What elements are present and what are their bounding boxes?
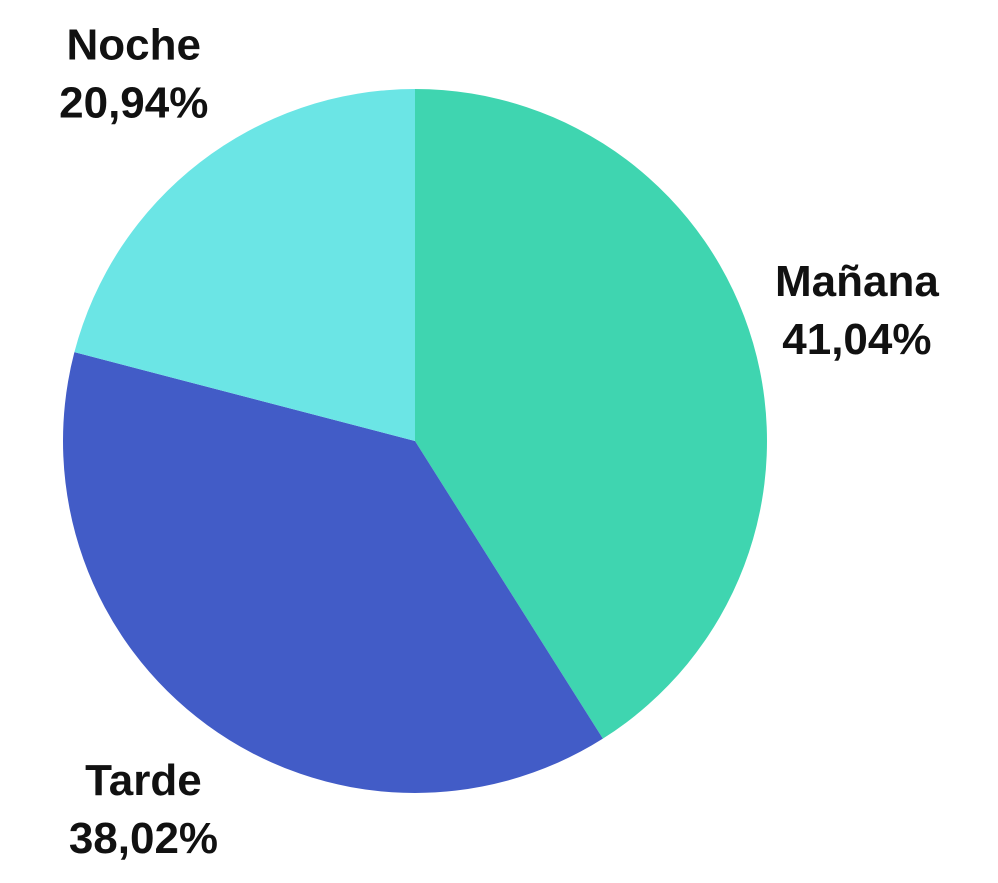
slice-value-label: 41,04% (782, 315, 931, 364)
pie-slice (62, 352, 603, 794)
slice-label: Noche (67, 21, 201, 70)
slice-label: Tarde (85, 756, 202, 805)
pie-slice (74, 89, 415, 441)
slice-label: Mañana (775, 257, 939, 306)
pie-slice (415, 89, 767, 739)
slice-value-label: 38,02% (69, 814, 218, 863)
slice-value-label: 20,94% (59, 79, 208, 128)
